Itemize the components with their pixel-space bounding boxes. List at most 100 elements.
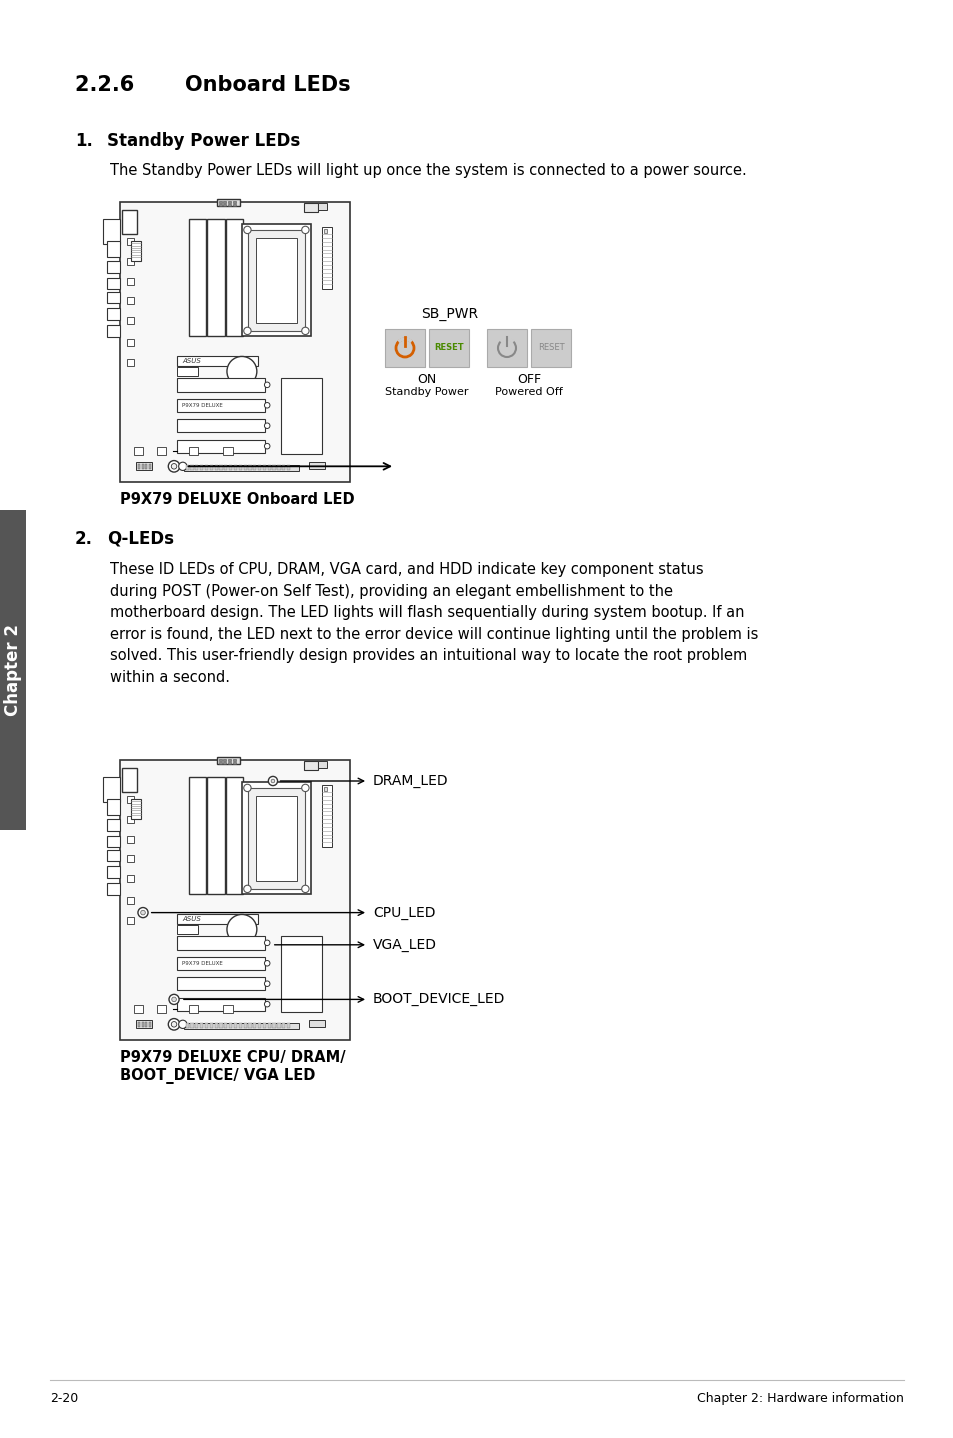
Bar — [185, 466, 189, 470]
Circle shape — [264, 403, 270, 408]
Bar — [226, 777, 243, 894]
Circle shape — [301, 328, 309, 335]
Bar — [242, 782, 311, 894]
Bar — [107, 325, 120, 336]
Bar — [248, 1024, 252, 1028]
Text: CPU_LED: CPU_LED — [373, 906, 435, 919]
Bar — [317, 761, 327, 768]
Bar — [142, 463, 144, 469]
Bar — [229, 466, 232, 470]
Text: Standby Power LEDs: Standby Power LEDs — [107, 132, 300, 150]
Text: Chapter 2: Chapter 2 — [4, 624, 22, 716]
Bar — [127, 278, 133, 285]
Bar — [323, 229, 327, 233]
Bar — [218, 758, 221, 761]
Bar — [133, 447, 143, 456]
Bar — [107, 292, 120, 303]
Bar — [127, 874, 133, 881]
Circle shape — [301, 784, 309, 791]
Circle shape — [243, 226, 251, 233]
Bar — [228, 204, 231, 206]
Bar — [226, 219, 243, 336]
Bar — [238, 1024, 242, 1028]
Bar — [132, 242, 140, 260]
Bar — [107, 800, 120, 814]
Bar — [228, 758, 231, 761]
Text: RESET: RESET — [537, 344, 564, 352]
Circle shape — [264, 940, 270, 946]
Bar — [145, 463, 147, 469]
Bar — [138, 463, 140, 469]
Bar — [273, 466, 275, 470]
Bar — [189, 219, 206, 336]
Bar — [177, 440, 265, 453]
Bar — [218, 204, 221, 206]
Bar — [177, 915, 257, 923]
Bar — [224, 1024, 227, 1028]
Text: DRAM_LED: DRAM_LED — [373, 774, 448, 788]
Circle shape — [168, 1018, 179, 1030]
Bar — [243, 1024, 247, 1028]
Bar — [223, 762, 226, 764]
Bar — [210, 1024, 213, 1028]
Bar — [200, 1024, 203, 1028]
Text: P9X79 DELUXE: P9X79 DELUXE — [182, 403, 223, 408]
Circle shape — [169, 994, 179, 1005]
Bar — [0, 510, 26, 830]
Bar — [223, 758, 226, 761]
Bar — [142, 1021, 144, 1027]
Circle shape — [172, 463, 176, 469]
Bar — [214, 1024, 217, 1028]
Bar — [191, 1024, 193, 1028]
Bar — [122, 768, 137, 792]
Bar — [238, 466, 242, 470]
Text: SB_PWR: SB_PWR — [421, 306, 478, 321]
Circle shape — [264, 383, 270, 388]
Circle shape — [264, 981, 270, 986]
Bar — [233, 466, 237, 470]
Bar — [177, 925, 198, 933]
Circle shape — [243, 784, 251, 791]
Bar — [138, 1021, 140, 1027]
Circle shape — [168, 460, 179, 472]
Bar — [189, 777, 206, 894]
Bar — [177, 420, 265, 433]
Bar — [304, 761, 317, 769]
Bar — [185, 1024, 189, 1028]
Bar — [224, 466, 227, 470]
Bar — [177, 378, 265, 391]
Bar — [277, 466, 280, 470]
Bar — [323, 787, 327, 791]
Bar — [107, 308, 120, 321]
Circle shape — [301, 886, 309, 893]
Bar — [127, 897, 133, 905]
Circle shape — [271, 779, 274, 782]
Bar — [223, 204, 226, 206]
Bar — [127, 835, 133, 843]
Bar — [277, 1024, 280, 1028]
Bar — [248, 788, 305, 889]
Bar — [257, 1024, 261, 1028]
Text: RESET: RESET — [434, 344, 463, 352]
Bar — [103, 777, 120, 802]
Bar — [107, 818, 120, 831]
Text: ON: ON — [416, 372, 436, 385]
Bar — [255, 239, 296, 322]
Bar — [127, 298, 133, 305]
Bar — [107, 242, 120, 256]
Bar — [281, 936, 322, 1012]
Bar — [207, 777, 224, 894]
Bar — [107, 883, 120, 894]
Bar — [228, 762, 231, 764]
Text: These ID LEDs of CPU, DRAM, VGA card, and HDD indicate key component status
duri: These ID LEDs of CPU, DRAM, VGA card, an… — [110, 562, 758, 684]
Bar — [531, 329, 571, 367]
Bar — [248, 466, 252, 470]
Bar — [287, 466, 290, 470]
Bar — [127, 797, 133, 804]
Bar — [282, 466, 285, 470]
Text: 1.: 1. — [75, 132, 92, 150]
Text: BOOT_DEVICE/ VGA LED: BOOT_DEVICE/ VGA LED — [120, 1068, 315, 1084]
Text: ASUS: ASUS — [182, 916, 201, 922]
Text: 2.2.6       Onboard LEDs: 2.2.6 Onboard LEDs — [75, 75, 351, 95]
Bar — [308, 1021, 324, 1027]
